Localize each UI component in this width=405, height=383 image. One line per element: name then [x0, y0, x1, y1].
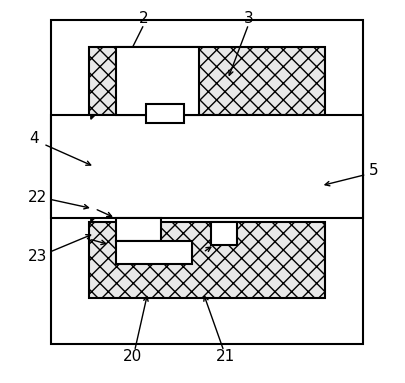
Text: 23: 23: [28, 249, 47, 264]
Bar: [89, 222, 324, 298]
Bar: [115, 241, 191, 264]
Text: 5: 5: [369, 163, 378, 178]
Polygon shape: [91, 115, 94, 119]
Text: 20: 20: [123, 349, 142, 364]
Bar: [89, 47, 324, 115]
Bar: [115, 218, 161, 241]
Bar: [51, 20, 362, 344]
Bar: [51, 115, 362, 218]
Text: 4: 4: [29, 131, 38, 146]
Text: 2: 2: [139, 11, 149, 26]
Polygon shape: [91, 218, 94, 222]
Bar: [115, 47, 199, 115]
Text: 22: 22: [28, 190, 47, 205]
Text: 3: 3: [243, 11, 253, 26]
Bar: [146, 104, 183, 123]
Text: 21: 21: [215, 349, 235, 364]
Bar: [210, 222, 237, 245]
